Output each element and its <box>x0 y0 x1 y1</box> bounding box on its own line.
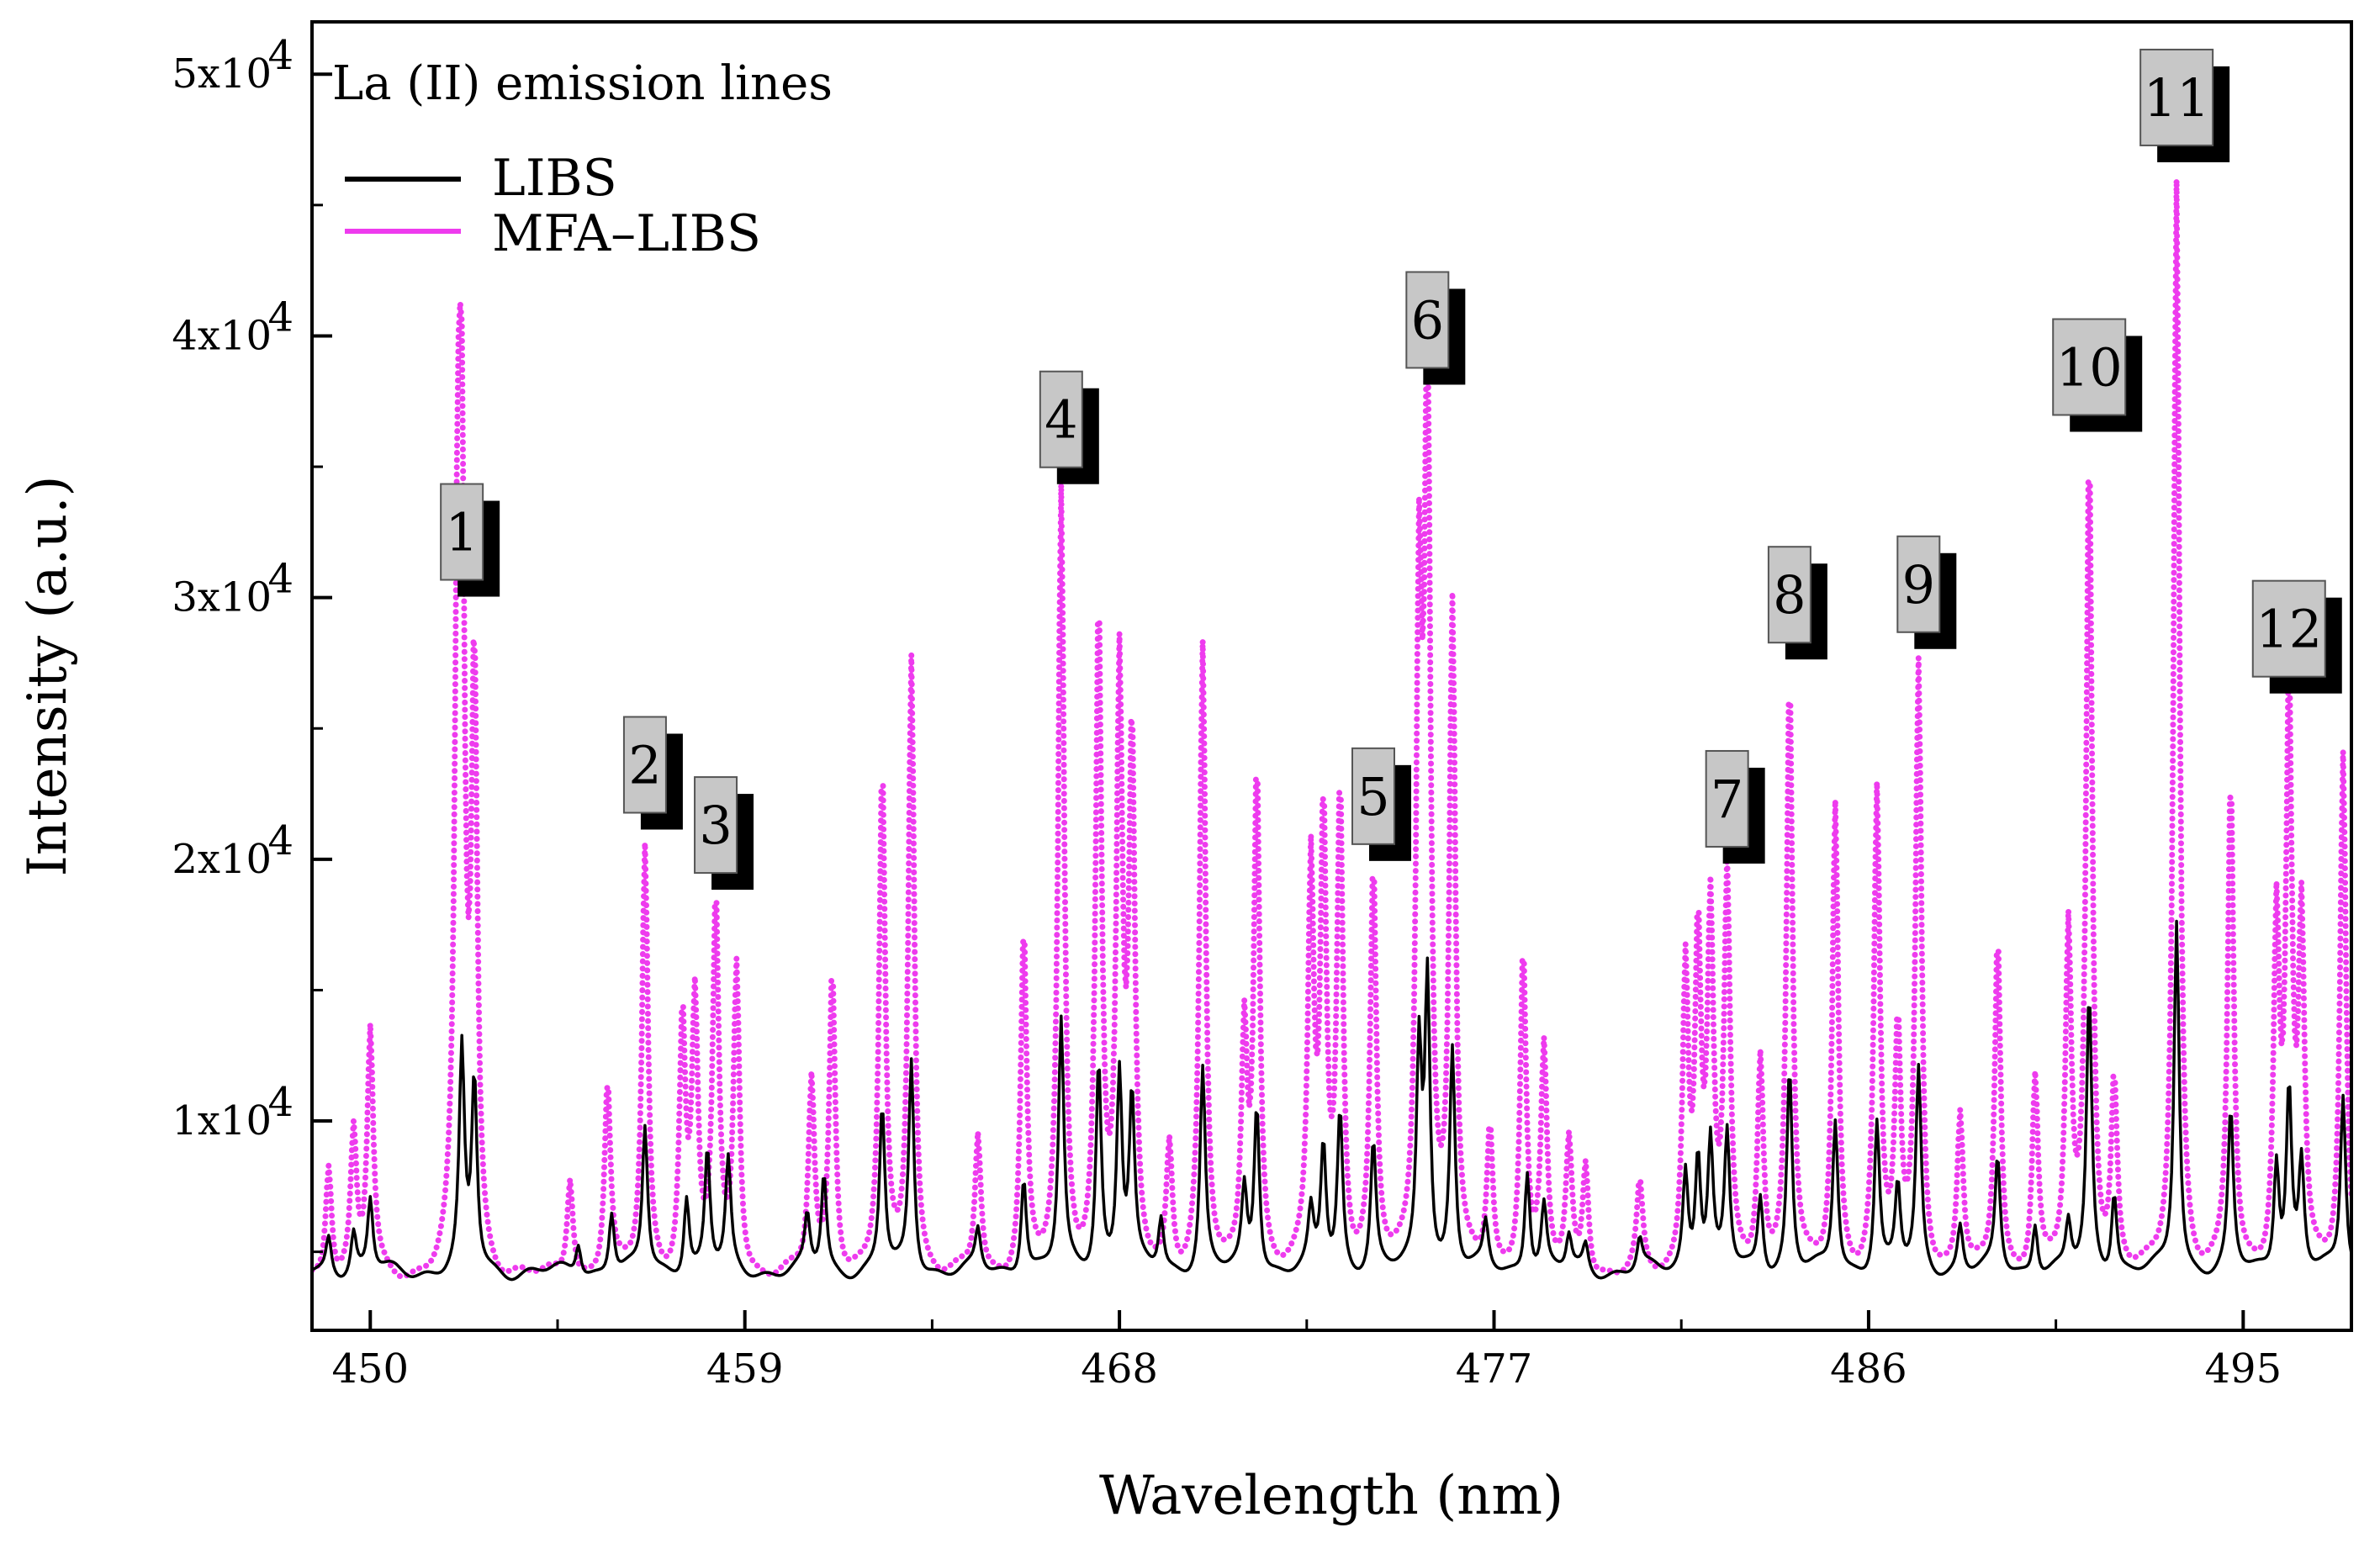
y-tick-label: 3x10 <box>172 574 272 621</box>
peak-label-box <box>1351 747 1395 845</box>
plot-frame <box>310 20 2353 1332</box>
peak-label-box <box>2139 48 2214 146</box>
y-tick-exponent: 4 <box>267 32 294 79</box>
peak-label-3: 3 <box>694 776 754 891</box>
peak-label-text: 5 <box>1357 766 1389 827</box>
x-axis-title: Wavelength (nm) <box>1099 1465 1563 1527</box>
x-tick-label: 477 <box>1456 1345 1533 1393</box>
y-tick-exponent: 4 <box>267 1079 294 1126</box>
peak-label-text: 4 <box>1045 389 1077 451</box>
peak-label-1: 1 <box>440 483 500 597</box>
peak-label-text: 3 <box>699 795 732 856</box>
x-tick-label: 495 <box>2205 1345 2282 1393</box>
y-tick-label: 4x10 <box>172 312 272 359</box>
peak-label-box <box>2052 318 2127 416</box>
peak-label-text: 7 <box>1711 769 1743 830</box>
legend: LIBS MFA–LIBS <box>345 149 761 263</box>
peak-label-2: 2 <box>622 716 683 830</box>
chart-title: La (II) emission lines <box>332 56 833 111</box>
y-tick-label: 1x10 <box>172 1097 272 1144</box>
peak-label-text: 2 <box>628 735 661 796</box>
peak-label-box <box>1039 370 1083 468</box>
peak-label-box <box>1405 271 1450 369</box>
peak-label-8: 8 <box>1767 546 1827 660</box>
peak-label-box <box>622 716 667 814</box>
legend-label-libs: LIBS <box>492 149 617 208</box>
peak-label-text: 6 <box>1411 289 1444 351</box>
spectra-layer <box>312 180 2351 1282</box>
peak-label-box <box>2251 579 2326 678</box>
series-line-libs <box>312 919 2351 1282</box>
peak-label-text: 12 <box>2256 599 2322 660</box>
x-tick-label: 459 <box>706 1345 784 1393</box>
x-tick-label: 468 <box>1081 1345 1158 1393</box>
peak-label-box <box>440 483 484 581</box>
peak-label-text: 11 <box>2144 67 2210 129</box>
peak-label-9: 9 <box>1896 535 1957 649</box>
y-tick-label: 2x10 <box>172 836 272 883</box>
peak-label-text: 9 <box>1902 554 1935 616</box>
legend-label-mfa-libs: MFA–LIBS <box>492 204 761 263</box>
x-tick-label: 486 <box>1830 1345 1907 1393</box>
peak-label-box <box>1705 749 1749 848</box>
peak-label-7: 7 <box>1705 749 1765 864</box>
y-tick-exponent: 4 <box>267 293 294 341</box>
peak-label-10: 10 <box>2052 318 2143 432</box>
peak-label-text: 1 <box>445 502 478 563</box>
x-tick-label: 450 <box>331 1345 409 1393</box>
peak-label-text: 10 <box>2056 336 2123 398</box>
x-axis: 450 459 468 477 486 495 <box>331 1310 2282 1393</box>
peak-label-box <box>1767 546 1811 644</box>
peak-label-11: 11 <box>2139 48 2230 162</box>
y-tick-label: 5x10 <box>172 50 272 98</box>
peak-label-text: 8 <box>1773 564 1806 626</box>
y-tick-exponent: 4 <box>267 556 294 603</box>
peak-label-12: 12 <box>2251 579 2342 694</box>
peak-label-box <box>694 776 738 875</box>
y-tick-exponent: 4 <box>267 817 294 864</box>
y-axis-title: Intensity (a.u.) <box>17 476 79 877</box>
peak-label-6: 6 <box>1405 271 1466 385</box>
peak-label-4: 4 <box>1039 370 1099 484</box>
peak-label-box <box>1896 535 1941 633</box>
peak-label-5: 5 <box>1351 747 1411 861</box>
series-line-mfa-libs <box>312 180 2351 1280</box>
